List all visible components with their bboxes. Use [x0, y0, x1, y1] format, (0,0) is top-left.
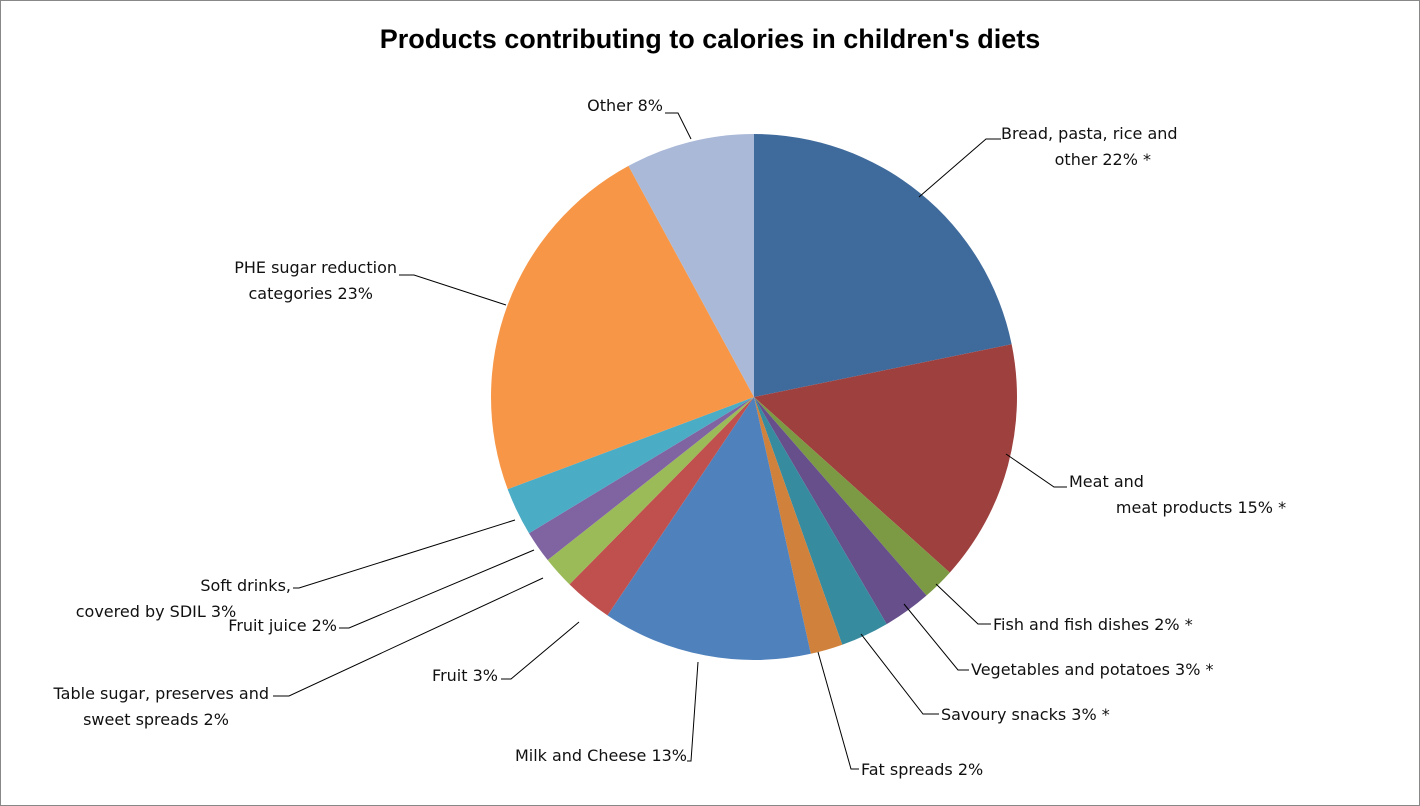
leader-lines [273, 112, 1067, 770]
slice-label: Vegetables and potatoes 3% * [971, 660, 1214, 679]
leader-line [665, 112, 692, 140]
pie-slices [491, 134, 1017, 660]
leader-line [501, 621, 580, 680]
chart-title: Products contributing to calories in chi… [380, 24, 1041, 54]
slice-label: Meat and meat products 15% * [1069, 472, 1286, 517]
pie-slice [754, 344, 1017, 573]
leader-line [273, 577, 544, 697]
leader-line [293, 519, 516, 589]
slice-label: Fruit 3% [432, 666, 498, 685]
leader-line [817, 651, 859, 770]
slice-label: Fat spreads 2% [861, 760, 983, 779]
slice-label: PHE sugar reduction categories 23% [234, 258, 397, 303]
leader-line [903, 603, 969, 671]
slice-labels: Bread, pasta, rice and other 22% * Meat an… [53, 96, 1287, 779]
pie-slice [754, 397, 843, 654]
leader-line [339, 549, 535, 629]
pie-slice [507, 397, 754, 534]
leader-line [918, 138, 1001, 198]
slice-label: Fruit juice 2% [228, 616, 337, 635]
slice-label: Bread, pasta, rice and other 22% * [1001, 124, 1178, 169]
pie-slice [754, 134, 1012, 397]
slice-label: Table sugar, preserves and sweet spreads … [53, 684, 269, 729]
leader-line [935, 583, 991, 625]
pie-slice [529, 397, 754, 561]
leader-line [1005, 453, 1067, 488]
pie-slice [754, 397, 950, 596]
leader-line [399, 274, 507, 306]
pie-slice [569, 397, 754, 616]
slice-label: Soft drinks, covered by SDIL 3% [76, 576, 291, 621]
leader-line [687, 661, 699, 762]
pie-slice [628, 134, 754, 397]
leader-line [860, 633, 939, 715]
slice-label: Other 8% [587, 96, 663, 115]
pie-slice [754, 397, 887, 645]
slice-label: Savoury snacks 3% * [941, 705, 1110, 724]
pie-slice [607, 397, 811, 660]
slice-label: Fish and fish dishes 2% * [993, 615, 1193, 634]
slice-label: Milk and Cheese 13% [515, 746, 687, 765]
pie-slice [491, 165, 754, 490]
pie-slice [547, 397, 754, 585]
pie-slice [754, 397, 927, 625]
